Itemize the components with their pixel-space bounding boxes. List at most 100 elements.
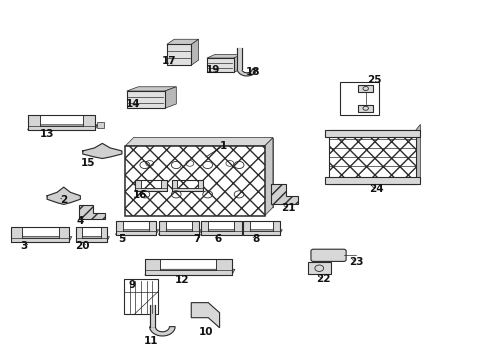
Polygon shape: [98, 122, 104, 128]
Polygon shape: [165, 87, 176, 108]
Bar: [325, 177, 420, 184]
Polygon shape: [265, 138, 273, 216]
Bar: [340, 82, 379, 116]
Bar: [201, 221, 242, 234]
Bar: [159, 231, 199, 234]
Bar: [11, 238, 69, 242]
Text: 1: 1: [220, 141, 227, 151]
Polygon shape: [149, 305, 155, 326]
Bar: [135, 180, 167, 192]
Bar: [116, 221, 156, 234]
Text: 6: 6: [215, 234, 222, 244]
Bar: [11, 227, 22, 242]
Bar: [172, 180, 203, 192]
Bar: [273, 221, 280, 234]
Bar: [83, 116, 95, 130]
Bar: [127, 91, 165, 108]
Text: 24: 24: [369, 184, 384, 194]
Polygon shape: [11, 237, 72, 242]
Bar: [116, 231, 156, 234]
Bar: [76, 227, 107, 242]
Text: 21: 21: [281, 203, 295, 213]
Polygon shape: [329, 179, 420, 184]
Polygon shape: [27, 125, 98, 130]
Text: 8: 8: [252, 234, 259, 244]
Polygon shape: [145, 269, 235, 275]
Polygon shape: [135, 188, 169, 192]
Bar: [11, 227, 69, 242]
Polygon shape: [116, 230, 159, 234]
Polygon shape: [237, 48, 242, 68]
Polygon shape: [79, 205, 105, 219]
Polygon shape: [271, 184, 298, 204]
Bar: [358, 85, 373, 92]
Bar: [207, 58, 234, 72]
Text: 13: 13: [40, 129, 54, 139]
Polygon shape: [149, 327, 175, 336]
Bar: [234, 221, 242, 234]
Bar: [135, 188, 167, 192]
Bar: [145, 258, 161, 275]
Polygon shape: [243, 230, 282, 234]
Text: 12: 12: [175, 275, 190, 285]
Bar: [145, 270, 232, 275]
Bar: [76, 227, 82, 242]
Text: 4: 4: [76, 216, 84, 226]
Bar: [159, 221, 199, 234]
Bar: [201, 221, 208, 234]
Polygon shape: [234, 54, 242, 72]
Text: 15: 15: [80, 158, 95, 168]
Bar: [325, 130, 420, 138]
Bar: [243, 231, 280, 234]
Bar: [101, 227, 107, 242]
Text: 3: 3: [21, 241, 28, 251]
Bar: [27, 116, 40, 130]
Polygon shape: [207, 54, 242, 58]
Polygon shape: [416, 124, 420, 184]
Bar: [27, 126, 95, 130]
Text: 9: 9: [128, 280, 135, 290]
Bar: [59, 227, 69, 242]
Polygon shape: [125, 138, 273, 146]
Bar: [167, 44, 191, 65]
Bar: [308, 262, 331, 274]
Polygon shape: [201, 230, 244, 234]
Polygon shape: [83, 143, 122, 158]
Text: 16: 16: [133, 190, 147, 200]
Text: 25: 25: [367, 75, 382, 85]
Text: 23: 23: [349, 257, 364, 267]
Bar: [145, 258, 232, 275]
Bar: [116, 221, 123, 234]
Text: 5: 5: [118, 234, 125, 244]
FancyBboxPatch shape: [311, 249, 346, 261]
Bar: [243, 221, 280, 234]
Text: 19: 19: [206, 64, 220, 75]
Polygon shape: [159, 230, 202, 234]
Bar: [76, 238, 107, 242]
Bar: [149, 221, 156, 234]
Text: 7: 7: [194, 234, 201, 244]
Text: 18: 18: [245, 67, 260, 77]
Text: 14: 14: [126, 99, 141, 109]
Text: 2: 2: [61, 195, 68, 205]
Bar: [161, 180, 167, 192]
Bar: [172, 188, 203, 192]
Bar: [192, 221, 199, 234]
Bar: [201, 231, 242, 234]
Bar: [125, 146, 265, 216]
Bar: [329, 130, 416, 184]
Bar: [243, 221, 249, 234]
Bar: [124, 279, 158, 315]
Polygon shape: [76, 237, 109, 242]
Bar: [358, 105, 373, 112]
Text: 22: 22: [316, 274, 330, 284]
Bar: [135, 180, 141, 192]
Bar: [198, 180, 203, 192]
Polygon shape: [47, 187, 80, 204]
Text: 17: 17: [162, 56, 176, 66]
Polygon shape: [191, 303, 220, 328]
Polygon shape: [237, 69, 257, 76]
Text: 10: 10: [198, 327, 213, 337]
Polygon shape: [127, 87, 176, 91]
Polygon shape: [167, 39, 198, 44]
